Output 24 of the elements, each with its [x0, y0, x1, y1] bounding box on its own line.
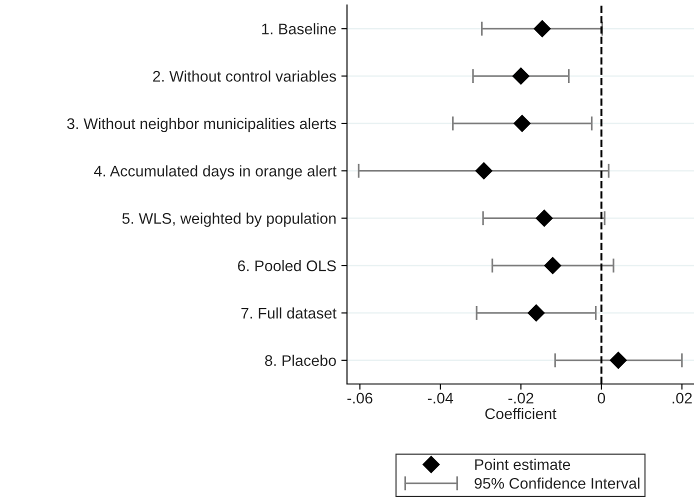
legend-label: Point estimate: [475, 458, 570, 470]
y-tick-label: 6. Pooled OLS: [238, 260, 336, 272]
point: [533, 20, 552, 38]
y-tick-label: 7. Full dataset: [241, 307, 336, 319]
point: [544, 256, 562, 274]
point: [535, 209, 554, 227]
x-tick-label: 0: [598, 392, 606, 404]
y-tick-label: 3. Without neighbor municipalities alerts: [67, 118, 336, 132]
point: [527, 304, 545, 322]
x-tick-label: -.06: [347, 392, 372, 404]
y-tick-label: 2. Without control variables: [153, 70, 336, 82]
x-tick-label: .02: [672, 392, 692, 404]
text: 95% Confidence Interval: [474, 478, 640, 489]
y-tick-label: 8. Placebo: [265, 354, 336, 366]
y-tick-label: 1. Baseline: [262, 23, 336, 34]
y-tick-label: 4. Accumulated days in orange alert: [94, 165, 336, 180]
point: [513, 114, 531, 132]
x-axis-title: Coefficient: [485, 408, 556, 420]
x-tick-label: -.02: [508, 392, 534, 404]
point: [512, 67, 530, 85]
x-tick-label: -.04: [428, 392, 454, 404]
point: [610, 352, 628, 370]
y-tick-label: 5. WLS, weighted by population: [122, 212, 336, 227]
point: [475, 162, 493, 180]
